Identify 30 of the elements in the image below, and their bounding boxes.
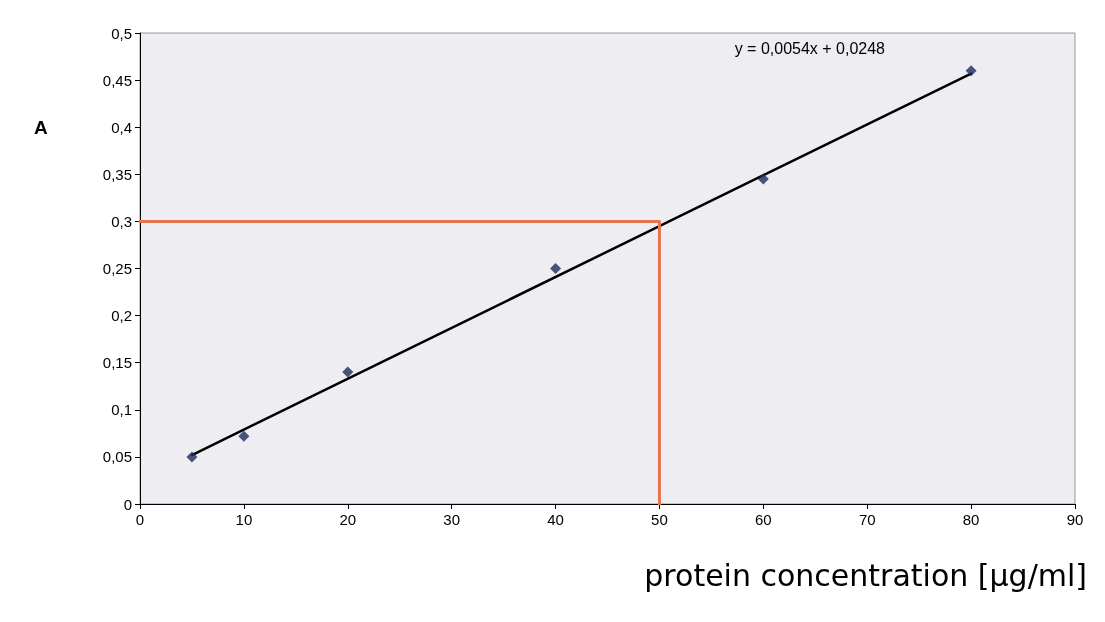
y-tick-label: 0,2 [111, 307, 132, 325]
x-tick-label: 50 [651, 511, 668, 528]
point [186, 451, 198, 463]
point [550, 263, 562, 274]
y-tick-label: 0,1 [111, 401, 132, 419]
y-tick-label: 0,25 [102, 260, 132, 277]
y-tick-label: 0,3 [111, 212, 132, 230]
x-tick-label: 60 [754, 511, 772, 528]
y-tick-label: 0,4 [111, 118, 132, 136]
point [238, 430, 250, 442]
y-tick-label: 0 [123, 495, 132, 513]
point [342, 366, 354, 378]
x-tick-label: 40 [547, 511, 564, 528]
point [757, 173, 769, 185]
x-tick-label: 0 [135, 511, 145, 528]
x-tick-label: 20 [339, 511, 357, 528]
y-tick-label: 0,45 [102, 71, 132, 89]
x-tick-label: 80 [962, 511, 980, 528]
x-axis-title: protein concentration [µg/ml] [644, 557, 1088, 593]
annotation: y = 0,0054x + 0,0248 [734, 39, 886, 57]
y-axis-title: A [34, 117, 48, 138]
point [965, 65, 977, 77]
x-tick-label: 90 [1066, 511, 1084, 528]
y-tick-label: 0,35 [102, 165, 132, 183]
x-tick-label: 10 [235, 511, 253, 528]
y-tick-label: 0,15 [102, 354, 132, 372]
y-tick-label: 0,05 [102, 448, 132, 466]
x-tick-label: 70 [858, 511, 876, 528]
y-tick-label: 0,5 [111, 24, 132, 42]
x-tick-label: 30 [443, 511, 461, 528]
